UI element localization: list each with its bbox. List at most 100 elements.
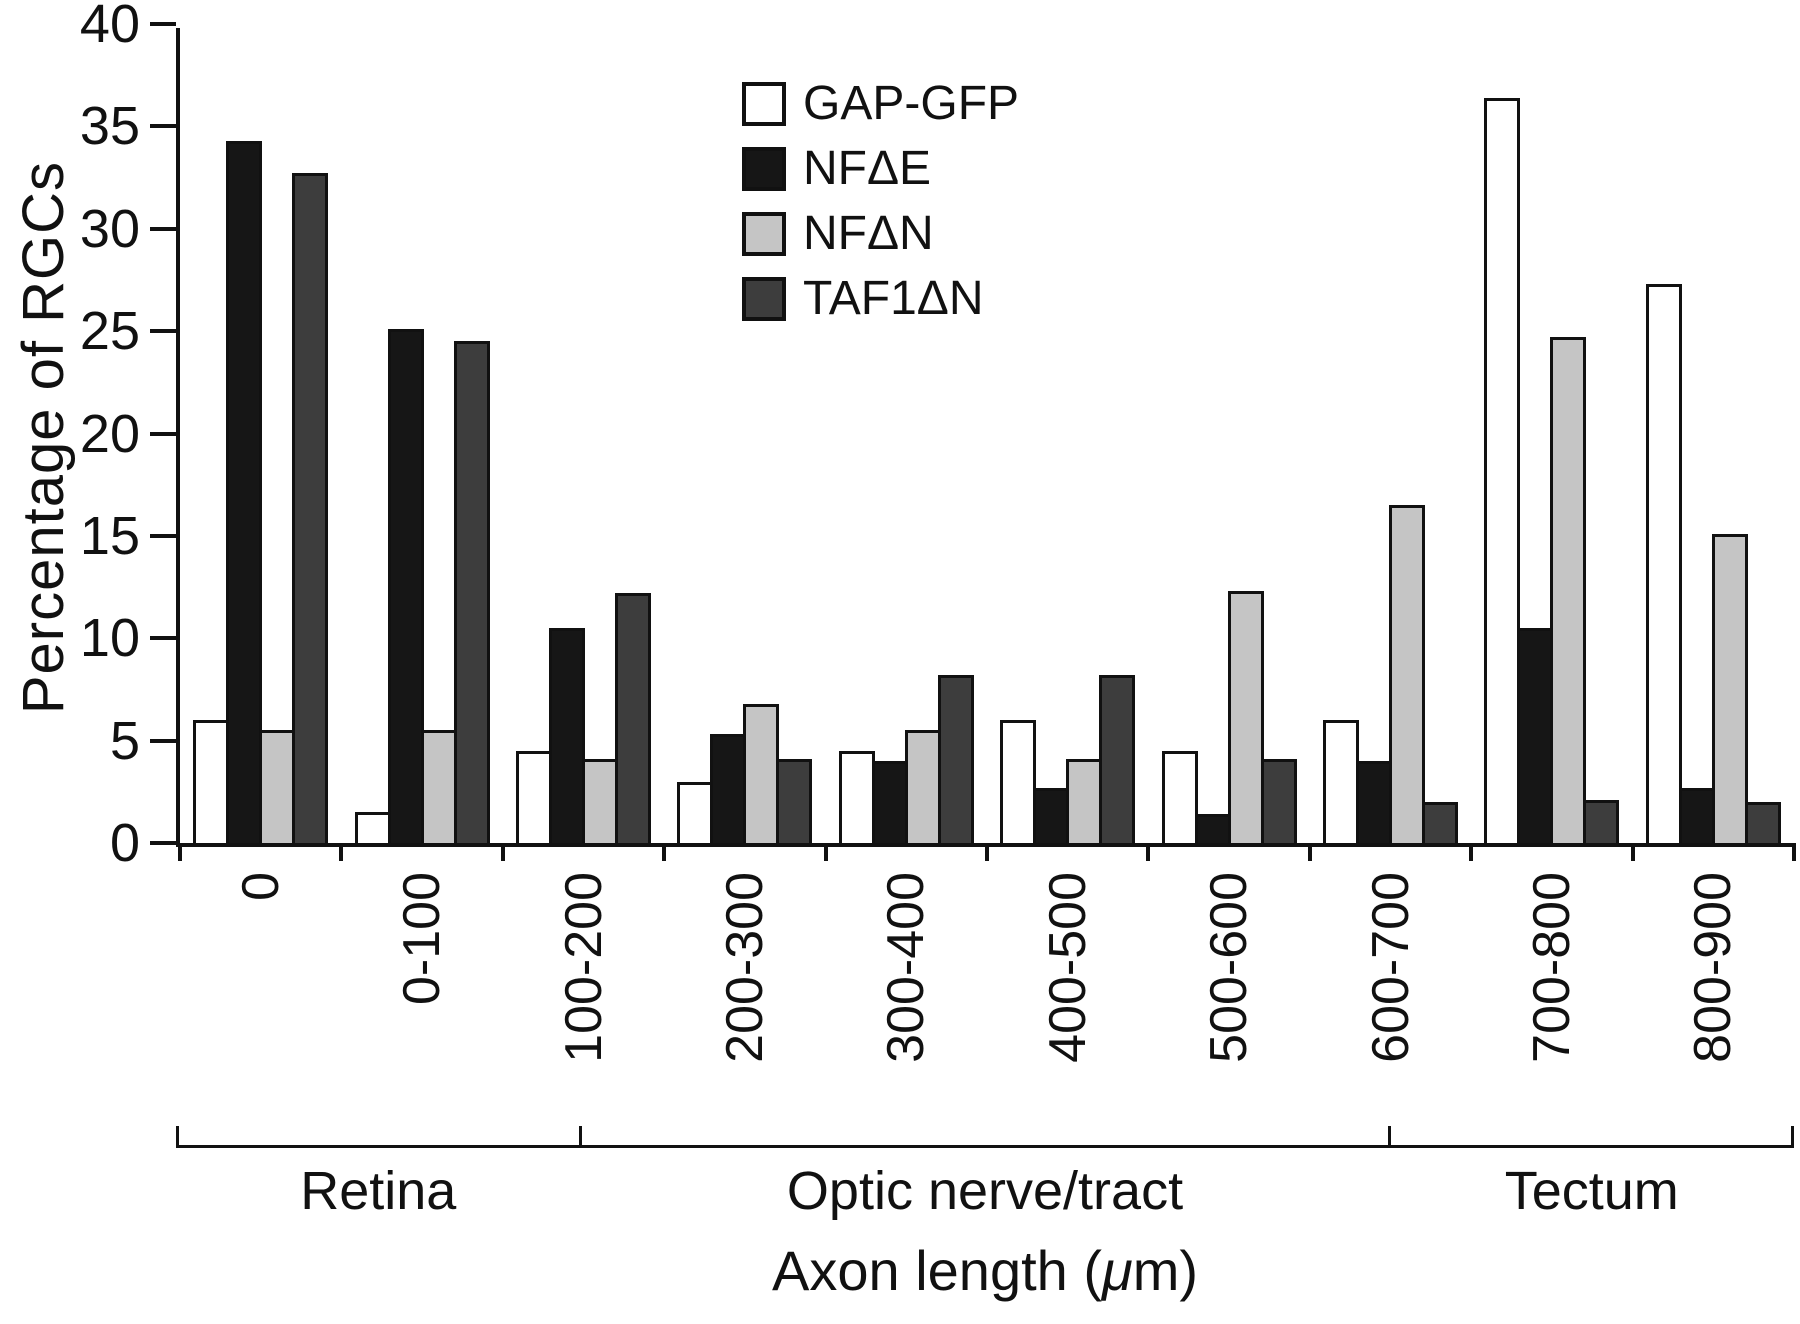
x-axis-tick [1146, 843, 1151, 861]
bar-NFΔN-500-600 [1227, 591, 1264, 843]
bar-TAF1ΔN-700-800 [1583, 800, 1620, 843]
y-axis-tick-label: 10 [79, 608, 140, 669]
legend-label: GAP-GFP [803, 77, 1020, 130]
legend: GAP-GFP NFΔE NFΔN TAF1ΔN [742, 80, 1019, 323]
region-bracket-tick [579, 1126, 582, 1148]
bar-GAP-GFP-0 [193, 720, 230, 843]
bar-group-500-600 [1148, 28, 1309, 843]
legend-item-taf1dn: TAF1ΔN [742, 275, 1019, 323]
bar-NFΔN-100-200 [582, 759, 619, 843]
region-label-retina: Retina [300, 1161, 457, 1221]
region-label-tectum: Tectum [1504, 1161, 1679, 1221]
bar-NFΔE-700-800 [1517, 628, 1554, 843]
bar-NFΔE-300-400 [871, 761, 908, 843]
legend-swatch-nfde-icon [742, 147, 786, 191]
x-axis-tick [1792, 843, 1796, 861]
legend-item-nfdn: NFΔN [742, 210, 1019, 258]
bar-GAP-GFP-500-600 [1161, 750, 1198, 843]
x-axis-title: Axon length (μm) [176, 1238, 1794, 1303]
y-axis-tick-label: 20 [79, 403, 140, 464]
x-axis-tick [823, 843, 828, 861]
x-axis-tick [178, 843, 182, 861]
legend-item-nfde: NFΔE [742, 145, 1019, 193]
legend-swatch-nfdn-icon [742, 212, 786, 256]
bar-NFΔE-100-200 [549, 628, 586, 843]
bar-NFΔN-0 [259, 730, 296, 843]
bar-NFΔE-800-900 [1678, 787, 1715, 843]
x-axis-tick [500, 843, 505, 861]
bar-TAF1ΔN-500-600 [1260, 759, 1297, 843]
bar-GAP-GFP-700-800 [1484, 97, 1521, 843]
y-axis-tick [150, 22, 176, 26]
bar-TAF1ΔN-100-200 [615, 593, 652, 843]
y-axis-tick [150, 124, 176, 129]
legend-swatch-taf1dn-icon [742, 277, 786, 321]
x-axis-tick-label-500-600: 500-600 [1200, 872, 1259, 1063]
bar-group-200-300 [664, 28, 825, 843]
bar-GAP-GFP-800-900 [1645, 284, 1682, 843]
bar-NFΔN-200-300 [743, 703, 780, 843]
y-axis-tick [150, 738, 176, 743]
bar-group-0 [180, 28, 341, 843]
bar-NFΔN-700-800 [1550, 337, 1587, 843]
bar-GAP-GFP-100-200 [516, 750, 553, 843]
bar-TAF1ΔN-0 [292, 173, 329, 843]
x-axis-tick [1469, 843, 1474, 861]
region-bracket-tick [1388, 1126, 1391, 1148]
bar-NFΔN-300-400 [904, 730, 941, 843]
x-axis-tick [985, 843, 989, 861]
bar-TAF1ΔN-600-700 [1422, 802, 1459, 843]
bar-TAF1ΔN-0-100 [453, 341, 490, 843]
legend-label: TAF1ΔN [803, 272, 984, 325]
bar-NFΔN-0-100 [420, 730, 457, 843]
bar-group-400-500 [987, 28, 1148, 843]
x-axis-tick [662, 843, 667, 861]
bar-groups [180, 28, 1794, 843]
plot-area: GAP-GFP NFΔE NFΔN TAF1ΔN 0 5 10 15 20 25 30 35 4… [80, 0, 1796, 871]
y-axis-tick-label: 5 [109, 710, 140, 771]
x-axis-tick-label-200-300: 200-300 [715, 872, 774, 1063]
bar-group-100-200 [503, 28, 664, 843]
region-bracket [176, 1126, 1794, 1148]
bar-group-600-700 [1310, 28, 1471, 843]
x-axis-tick-label-0: 0 [231, 872, 290, 901]
bar-NFΔE-0 [226, 140, 263, 843]
y-axis-tick-label: 15 [79, 505, 140, 566]
y-axis-tick [150, 431, 176, 436]
bar-group-800-900 [1633, 28, 1794, 843]
bar-NFΔE-0-100 [387, 329, 424, 843]
x-axis-title-text: m) [1132, 1239, 1198, 1302]
y-axis-tick [150, 636, 176, 641]
region-labels: Retina Optic nerve/tract Tectum [176, 1160, 1794, 1224]
bar-TAF1ΔN-400-500 [1099, 675, 1136, 843]
bar-NFΔE-500-600 [1194, 814, 1231, 843]
x-axis-title-mu: μ [1102, 1239, 1133, 1302]
region-bracket-line [176, 1145, 1794, 1148]
legend-swatch-gap-gfp-icon [742, 82, 786, 126]
x-axis-tick-label-300-400: 300-400 [877, 872, 936, 1063]
x-axis-tick-label-0-100: 0-100 [393, 872, 452, 1005]
legend-item-gap-gfp: GAP-GFP [742, 80, 1019, 128]
y-axis-tick-label: 35 [79, 96, 140, 157]
x-axis-tick [1307, 843, 1312, 861]
region-bracket-tick [176, 1126, 179, 1148]
x-axis-tick-label-400-500: 400-500 [1038, 872, 1097, 1063]
legend-label: NFΔN [803, 207, 934, 260]
y-axis-tick [150, 533, 176, 538]
x-axis-tick [1630, 843, 1635, 861]
x-axis-title-text: Axon length ( [772, 1239, 1102, 1302]
bar-GAP-GFP-0-100 [354, 812, 391, 843]
bar-NFΔE-200-300 [710, 734, 747, 843]
x-axis-tick-label-800-900: 800-900 [1684, 872, 1743, 1063]
bar-group-300-400 [826, 28, 987, 843]
legend-label: NFΔE [803, 142, 932, 195]
bar-NFΔN-400-500 [1066, 759, 1103, 843]
bar-TAF1ΔN-200-300 [776, 759, 813, 843]
region-label-optic-nerve-tract: Optic nerve/tract [786, 1161, 1184, 1221]
bar-NFΔE-600-700 [1356, 761, 1393, 843]
x-axis-tick-label-600-700: 600-700 [1361, 872, 1420, 1063]
y-axis-tick-label: 25 [79, 301, 140, 362]
bar-GAP-GFP-600-700 [1323, 720, 1360, 843]
bar-NFΔN-800-900 [1711, 533, 1748, 843]
